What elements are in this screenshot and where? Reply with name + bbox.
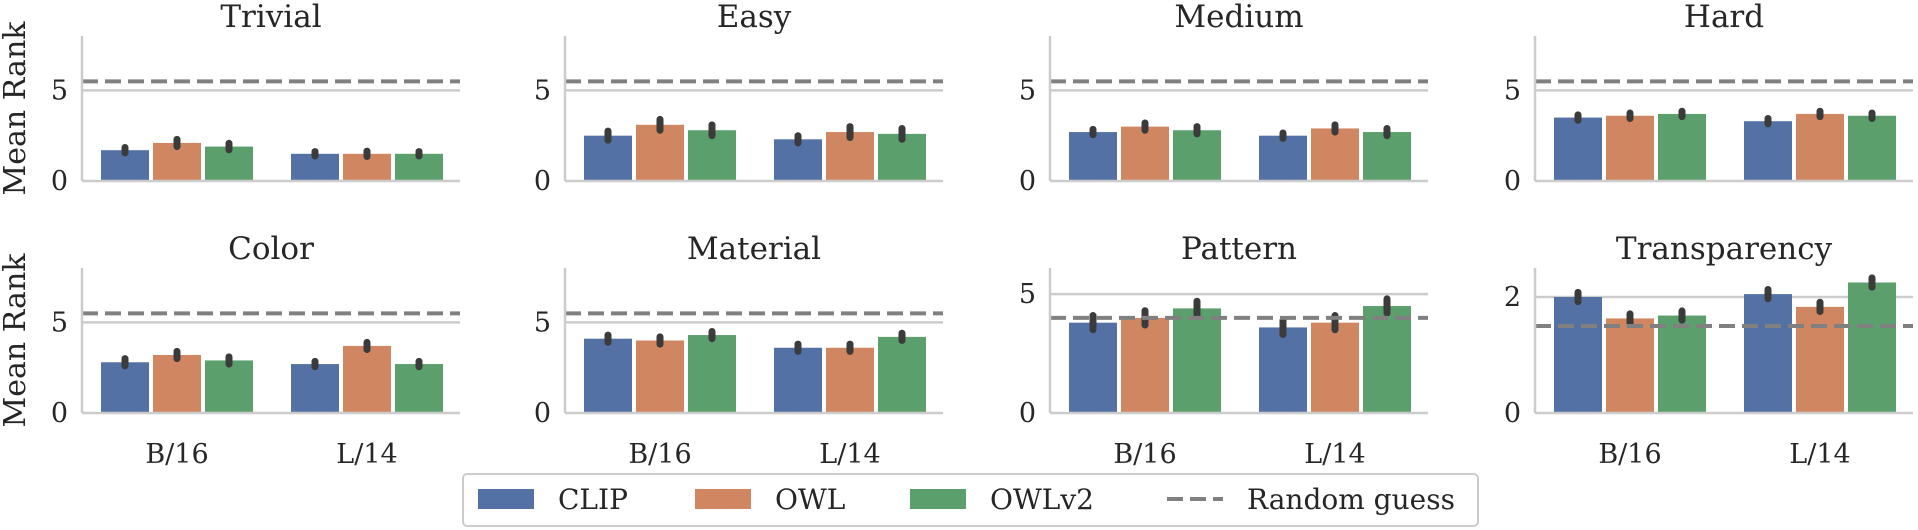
legend-label-owl: OWL <box>775 483 845 516</box>
cd-panel-6-bar-owl-1 <box>1311 322 1359 413</box>
cd-panel-2-bar-owlv2-0 <box>1173 130 1221 181</box>
cd-panel-5-xtick-0: B/16 <box>628 439 691 470</box>
legend-label-random-guess: Random guess <box>1247 483 1455 516</box>
y-axis-label-row-0: Mean Rank <box>0 21 33 196</box>
cd-panel-2-title: Medium <box>1174 0 1303 35</box>
cd-panel-2-bar-clip-0 <box>1069 132 1117 181</box>
cd-panel-5-bar-clip-0 <box>584 338 632 413</box>
cd-panel-0-ytick-0: 0 <box>51 166 68 197</box>
cd-panel-6-bar-owlv2-1 <box>1363 306 1411 413</box>
cd-panel-5-ytick-1: 5 <box>534 307 551 338</box>
cd-panel-7-bar-clip-1 <box>1744 294 1792 413</box>
cd-panel-7-bar-owl-1 <box>1796 306 1844 413</box>
cd-panel-6-bar-owlv2-0 <box>1173 308 1221 413</box>
cd-panel-7-bar-owlv2-1 <box>1848 282 1896 413</box>
cd-panel-6-bar-clip-0 <box>1069 322 1117 413</box>
cd-panel-7-bar-clip-0 <box>1554 297 1602 413</box>
cd-panel-1-bar-owl-0 <box>636 124 684 181</box>
cd-panel-5-xtick-1: L/14 <box>819 439 880 470</box>
cd-panel-2-bar-owl-0 <box>1121 126 1169 181</box>
cd-panel-6-title: Pattern <box>1181 231 1297 267</box>
cd-panel-7-xtick-0: B/16 <box>1598 439 1661 470</box>
cd-panel-7-ytick-1: 2 <box>1504 282 1521 313</box>
cd-panel-3-bar-owlv2-1 <box>1848 115 1896 181</box>
cd-panel-4-ytick-0: 0 <box>51 398 68 429</box>
cd-panel-2-bar-owlv2-1 <box>1363 132 1411 181</box>
cd-panel-2-ytick-1: 5 <box>1019 75 1036 106</box>
cd-panel-7-bar-owlv2-0 <box>1658 315 1706 413</box>
cd-panel-6-ytick-0: 0 <box>1019 398 1036 429</box>
cd-panel-6-xtick-0: B/16 <box>1113 439 1176 470</box>
cd-panel-4-bar-owlv2-0 <box>205 360 253 413</box>
legend-box <box>462 473 1479 527</box>
cd-panel-4-title: Color <box>228 231 314 267</box>
cd-panel-4-xtick-0: B/16 <box>145 439 208 470</box>
cd-panel-2-bar-clip-1 <box>1259 135 1307 181</box>
cd-panel-1-title: Easy <box>717 0 792 35</box>
cd-panel-3-ytick-1: 5 <box>1504 75 1521 106</box>
cd-panel-3-bar-clip-0 <box>1554 117 1602 181</box>
cd-panel-7-xtick-1: L/14 <box>1789 439 1850 470</box>
cd-panel-6-bar-clip-1 <box>1259 327 1307 413</box>
cd-panel-4-xtick-1: L/14 <box>336 439 397 470</box>
cd-panel-0-title: Trivial <box>220 0 321 35</box>
cd-panel-3-ytick-0: 0 <box>1504 166 1521 197</box>
cd-panel-2-ytick-0: 0 <box>1019 166 1036 197</box>
cd-panel-5-bar-owl-1 <box>826 347 874 413</box>
cd-panel-3-title: Hard <box>1684 0 1764 35</box>
legend-swatch-owlv2 <box>910 489 966 509</box>
cd-panel-0-ytick-1: 5 <box>51 75 68 106</box>
cd-panel-5-bar-owlv2-1 <box>878 336 926 413</box>
cd-panel-5-ytick-0: 0 <box>534 398 551 429</box>
legend-label-clip: CLIP <box>558 483 628 516</box>
cd-panel-4-bar-owl-0 <box>153 355 201 413</box>
cd-panel-4-ytick-1: 5 <box>51 307 68 338</box>
cd-panel-6-bar-owl-0 <box>1121 317 1169 413</box>
cd-panel-6-xtick-1: L/14 <box>1304 439 1365 470</box>
y-axis-label-row-1: Mean Rank <box>0 253 33 428</box>
cd-panel-3-bar-owl-0 <box>1606 115 1654 181</box>
cd-panel-3-bar-clip-1 <box>1744 121 1792 181</box>
cd-panel-7-title: Transparency <box>1616 231 1833 267</box>
cd-panel-2-bar-owl-1 <box>1311 128 1359 181</box>
cd-panel-3-bar-owlv2-0 <box>1658 113 1706 181</box>
cd-panel-4-bar-owlv2-1 <box>395 364 443 413</box>
cd-panel-1-ytick-1: 5 <box>534 75 551 106</box>
cd-panel-5-bar-owlv2-0 <box>688 335 736 413</box>
cd-panel-1-ytick-0: 0 <box>534 166 551 197</box>
legend-label-owlv2: OWLv2 <box>990 483 1094 516</box>
cd-panel-5-title: Material <box>687 231 821 267</box>
cd-panel-4-bar-clip-0 <box>101 362 149 413</box>
cd-panel-7-bar-owl-0 <box>1606 318 1654 413</box>
legend-swatch-clip <box>478 489 534 509</box>
legend-swatch-owl <box>695 489 751 509</box>
cd-panel-4-bar-clip-1 <box>291 364 339 413</box>
cd-panel-7-ytick-0: 0 <box>1504 398 1521 429</box>
cd-panel-4-bar-owl-1 <box>343 345 391 413</box>
cd-panel-6-ytick-1: 5 <box>1019 279 1036 310</box>
cd-panel-5-bar-clip-1 <box>774 347 822 413</box>
cd-panel-5-bar-owl-0 <box>636 340 684 413</box>
cd-panel-3-bar-owl-1 <box>1796 113 1844 181</box>
